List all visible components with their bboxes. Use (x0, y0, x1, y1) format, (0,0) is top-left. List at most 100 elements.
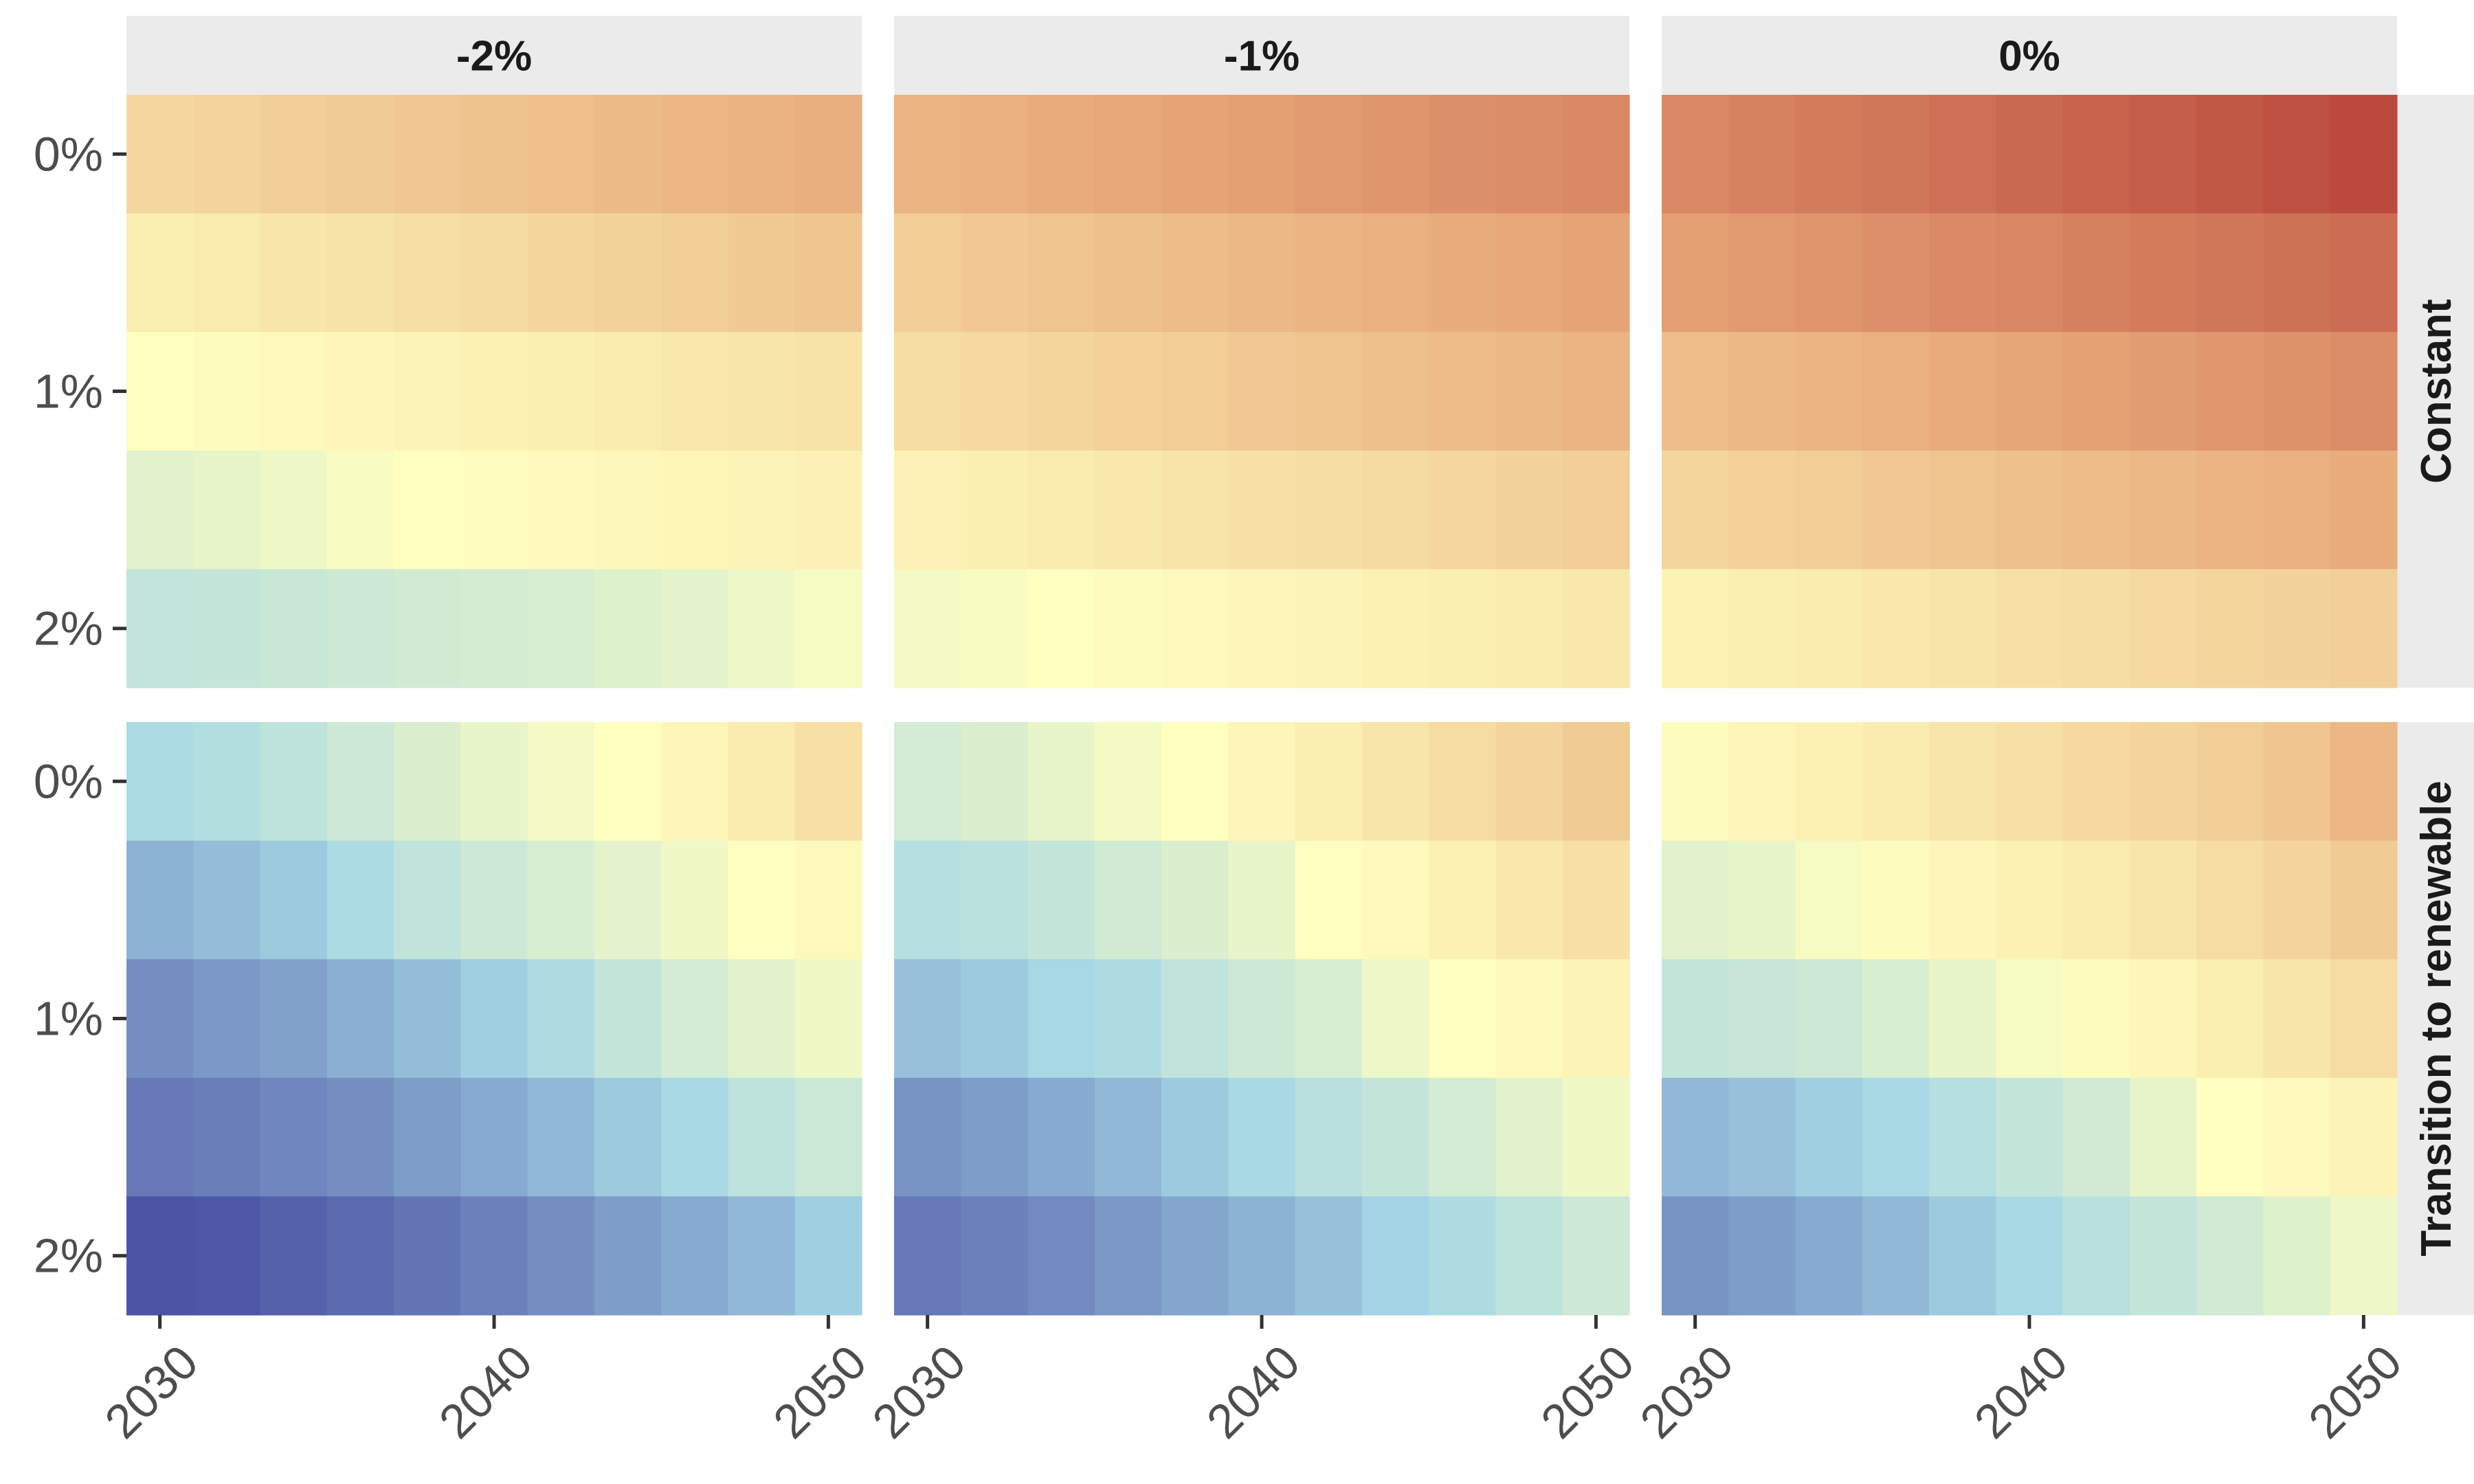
heatmap-cell (2330, 840, 2398, 960)
x-axis-tick-label: 2030 (1630, 1335, 1743, 1448)
heatmap-cell (260, 722, 328, 842)
heatmap-cell (961, 1077, 1029, 1197)
heatmap-cell (126, 569, 194, 688)
heatmap-cell (193, 722, 261, 842)
heatmap-cell (1562, 1196, 1630, 1316)
heatmap-cell (1161, 1077, 1229, 1197)
heatmap-cell (1996, 1196, 2064, 1316)
heatmap-cell (1662, 213, 1729, 333)
heatmap-cell (326, 722, 394, 842)
heatmap-cell (2129, 332, 2197, 451)
heatmap-cell (2062, 213, 2130, 333)
heatmap-cell (326, 1196, 394, 1316)
heatmap-cell (1862, 569, 1930, 688)
heatmap-cell (2330, 1196, 2398, 1316)
heatmap-cell (527, 722, 595, 842)
heatmap-cell (661, 959, 729, 1079)
heatmap-cell (193, 959, 261, 1079)
heatmap-panel (126, 95, 862, 688)
heatmap-cell (1996, 332, 2064, 451)
heatmap-cell (1495, 213, 1563, 333)
heatmap-cell (1094, 95, 1162, 214)
heatmap-cell (1662, 959, 1729, 1079)
heatmap-cell (2263, 95, 2331, 214)
heatmap-cell (2330, 213, 2398, 333)
heatmap-cell (1027, 1196, 1095, 1316)
x-axis-tick-label: 2030 (862, 1335, 976, 1448)
heatmap-cell (1295, 95, 1363, 214)
heatmap-cell (2263, 1196, 2331, 1316)
heatmap-cell (394, 722, 461, 842)
heatmap-cell (728, 569, 796, 688)
heatmap-cell (894, 1196, 961, 1316)
heatmap-cell (2196, 722, 2264, 842)
heatmap-cell (326, 213, 394, 333)
heatmap-cell (1795, 95, 1863, 214)
heatmap-cell (460, 959, 528, 1079)
y-axis-tick-label: 2% (34, 1229, 103, 1283)
row-facet-label: Transition to renewable (2413, 780, 2460, 1256)
x-axis-tick-label: 2050 (1530, 1335, 1644, 1448)
heatmap-panel (1662, 722, 2398, 1316)
heatmap-cell (1562, 332, 1630, 451)
heatmap-cell (728, 332, 796, 451)
heatmap-cell (2129, 450, 2197, 570)
heatmap-cell (1996, 213, 2064, 333)
heatmap-cell (794, 95, 862, 214)
heatmap-cell (594, 213, 662, 333)
heatmap-cell (1795, 1196, 1863, 1316)
heatmap-cell (394, 569, 461, 688)
heatmap-cell (1495, 95, 1563, 214)
heatmap-cell (1161, 1196, 1229, 1316)
heatmap-cell (794, 840, 862, 960)
heatmap-cell (193, 1077, 261, 1197)
heatmap-cell (2263, 569, 2331, 688)
heatmap-cell (1495, 1196, 1563, 1316)
heatmap-cell (1728, 840, 1796, 960)
heatmap-cell (2129, 722, 2197, 842)
heatmap-cell (1027, 840, 1095, 960)
heatmap-cell (1996, 1077, 2064, 1197)
heatmap-cell (394, 213, 461, 333)
heatmap-cell (1429, 722, 1497, 842)
heatmap-cell (1662, 450, 1729, 570)
heatmap-cell (1562, 95, 1630, 214)
heatmap-cell (1161, 959, 1229, 1079)
heatmap-cell (460, 332, 528, 451)
column-facet-strip (126, 16, 862, 95)
heatmap-cell (1027, 722, 1095, 842)
heatmap-panel (894, 95, 1630, 688)
heatmap-cell (2263, 840, 2331, 960)
heatmap-cell (326, 1077, 394, 1197)
heatmap-cell (1495, 959, 1563, 1079)
heatmap-panel (126, 722, 862, 1316)
heatmap-cell (728, 1077, 796, 1197)
heatmap-cell (1161, 332, 1229, 451)
y-axis-tick-label: 0% (34, 127, 103, 181)
heatmap-cell (1429, 450, 1497, 570)
heatmap-cell (894, 332, 961, 451)
heatmap-cell (2330, 722, 2398, 842)
heatmap-cell (1929, 1196, 1996, 1316)
heatmap-cell (2062, 722, 2130, 842)
heatmap-cell (2129, 959, 2197, 1079)
heatmap-cell (1027, 569, 1095, 688)
heatmap-cell (1795, 840, 1863, 960)
x-axis-tick-label: 2050 (763, 1335, 876, 1448)
heatmap-cell (326, 450, 394, 570)
heatmap-cell (728, 1196, 796, 1316)
heatmap-cell (1862, 95, 1930, 214)
heatmap-cell (1361, 959, 1429, 1079)
heatmap-cell (460, 1077, 528, 1197)
heatmap-cell (460, 450, 528, 570)
y-axis-tick-label: 1% (34, 365, 103, 418)
heatmap-cell (1429, 959, 1497, 1079)
heatmap-cell (794, 450, 862, 570)
heatmap-cell (1862, 722, 1930, 842)
heatmap-cell (193, 450, 261, 570)
heatmap-cell (260, 1196, 328, 1316)
heatmap-cell (1862, 213, 1930, 333)
heatmap-cell (1027, 1077, 1095, 1197)
